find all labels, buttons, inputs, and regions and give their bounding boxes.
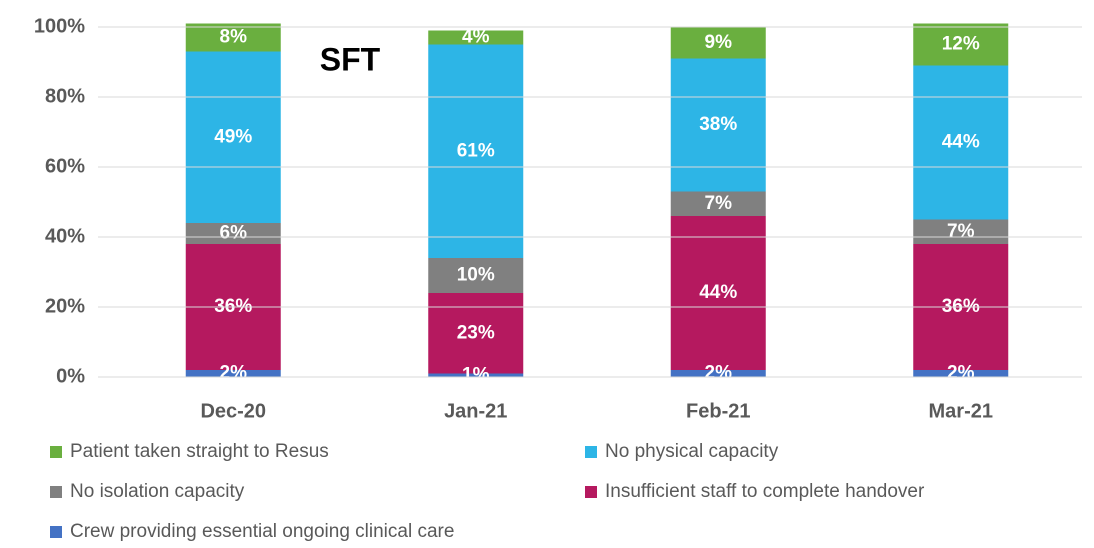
legend-swatch (585, 486, 597, 498)
x-tick-label: Mar-21 (929, 400, 993, 422)
bar-segment (428, 373, 524, 377)
bar-segment (428, 258, 524, 293)
bar-segment (670, 58, 766, 192)
bar-segment (913, 65, 1009, 220)
value-label: 8% (220, 27, 248, 48)
value-label: 7% (705, 193, 733, 214)
value-label: 2% (705, 363, 733, 384)
value-label: 4% (462, 27, 490, 48)
legend-label: No isolation capacity (70, 481, 245, 502)
y-tick-label: 0% (56, 365, 85, 387)
bar-segment (428, 293, 524, 374)
value-label: 12% (942, 34, 980, 55)
legend-label: Patient taken straight to Resus (70, 441, 329, 462)
bar-segment (670, 27, 766, 59)
x-tick-label: Jan-21 (444, 400, 507, 422)
value-label: 38% (699, 114, 737, 135)
value-label: 2% (947, 363, 975, 384)
bar-segment (913, 370, 1009, 377)
x-tick-label: Feb-21 (686, 400, 750, 422)
value-label: 61% (457, 140, 495, 161)
bar-segment (185, 23, 281, 52)
y-tick-label: 20% (45, 295, 85, 317)
x-tick-label: Dec-20 (200, 400, 266, 422)
y-tick-label: 100% (34, 15, 85, 37)
legend-label: Crew providing essential ongoing clinica… (70, 521, 454, 542)
bar-segment (185, 370, 281, 377)
bar-segment (670, 370, 766, 377)
bars (185, 23, 1009, 377)
value-label: 49% (214, 126, 252, 147)
bar-segment (185, 223, 281, 244)
bar-segment (913, 23, 1009, 66)
value-labels: 2%36%6%49%8%1%23%10%61%4%2%44%7%38%9%2%3… (214, 27, 980, 386)
value-label: 9% (705, 32, 733, 53)
bar-segment (670, 191, 766, 216)
annotation: SFT (320, 41, 381, 77)
value-label: 10% (457, 265, 495, 286)
bar-segment (913, 219, 1009, 244)
bar-segment (670, 216, 766, 370)
value-label: 2% (220, 363, 248, 384)
value-label: 1% (462, 364, 490, 385)
legend-swatch (50, 526, 62, 538)
value-label: 44% (942, 132, 980, 153)
bar-segment (428, 30, 524, 45)
legend-label: No physical capacity (605, 441, 779, 462)
value-label: 44% (699, 282, 737, 303)
y-tick-label: 60% (45, 155, 85, 177)
value-label: 6% (220, 223, 248, 244)
legend-swatch (50, 486, 62, 498)
bar-segment (185, 51, 281, 223)
value-label: 7% (947, 221, 975, 242)
legend-swatch (50, 446, 62, 458)
y-tick-label: 80% (45, 85, 85, 107)
y-tick-label: 40% (45, 225, 85, 247)
legend-swatch (585, 446, 597, 458)
legend-label: Insufficient staff to complete handover (605, 481, 925, 502)
bar-segment (428, 44, 524, 258)
value-label: 23% (457, 322, 495, 343)
